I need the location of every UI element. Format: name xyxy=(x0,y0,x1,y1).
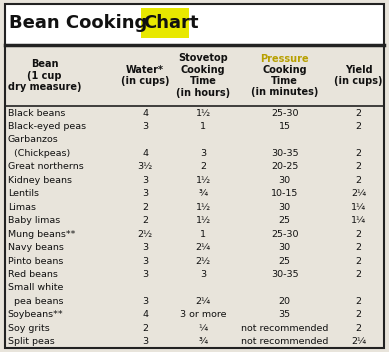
Text: Bean
(1 cup
dry measure): Bean (1 cup dry measure) xyxy=(8,59,81,92)
Text: Black beans: Black beans xyxy=(8,108,65,118)
Text: 2: 2 xyxy=(356,310,362,319)
Text: 3: 3 xyxy=(142,243,148,252)
Text: 1¼: 1¼ xyxy=(351,203,366,212)
Text: Limas: Limas xyxy=(8,203,36,212)
Text: 2: 2 xyxy=(356,230,362,239)
Bar xyxy=(5,4,384,45)
Text: not recommended: not recommended xyxy=(241,324,328,333)
Text: 2: 2 xyxy=(200,162,206,171)
Text: 2: 2 xyxy=(356,162,362,171)
Text: 2: 2 xyxy=(356,122,362,131)
Text: 4: 4 xyxy=(142,108,148,118)
Bar xyxy=(5,45,384,106)
Text: 3: 3 xyxy=(142,176,148,185)
Text: ¾: ¾ xyxy=(198,189,208,198)
Text: Kidney beans: Kidney beans xyxy=(8,176,72,185)
Text: Pinto beans: Pinto beans xyxy=(8,257,63,265)
Text: 30-35: 30-35 xyxy=(271,270,298,279)
Text: 3: 3 xyxy=(200,149,206,158)
Text: 25: 25 xyxy=(279,257,291,265)
Text: Yield
(in cups): Yield (in cups) xyxy=(335,65,383,86)
Text: 30: 30 xyxy=(279,203,291,212)
Text: 2: 2 xyxy=(356,324,362,333)
Text: 1½: 1½ xyxy=(196,216,210,225)
Text: 1: 1 xyxy=(200,230,206,239)
Text: 3: 3 xyxy=(142,122,148,131)
Text: 20-25: 20-25 xyxy=(271,162,298,171)
Text: 2¼: 2¼ xyxy=(351,189,366,198)
Text: Pressure: Pressure xyxy=(260,54,309,64)
Text: 35: 35 xyxy=(279,310,291,319)
Text: 20: 20 xyxy=(279,297,291,306)
Text: 30-35: 30-35 xyxy=(271,149,298,158)
Text: Mung beans**: Mung beans** xyxy=(8,230,75,239)
Text: 3½: 3½ xyxy=(138,162,153,171)
Text: 2: 2 xyxy=(356,270,362,279)
Text: Black-eyed peas: Black-eyed peas xyxy=(8,122,86,131)
Text: 1½: 1½ xyxy=(196,108,210,118)
Text: 2: 2 xyxy=(142,203,148,212)
Text: Stovetop
Cooking
Time
(in hours): Stovetop Cooking Time (in hours) xyxy=(176,53,230,98)
Text: 25: 25 xyxy=(279,216,291,225)
Text: 1½: 1½ xyxy=(196,203,210,212)
Text: Water*
(in cups): Water* (in cups) xyxy=(121,65,169,86)
Text: 3: 3 xyxy=(142,297,148,306)
Text: 25-30: 25-30 xyxy=(271,108,298,118)
Text: 15: 15 xyxy=(279,122,291,131)
Text: 3: 3 xyxy=(142,270,148,279)
Text: 2¼: 2¼ xyxy=(196,297,210,306)
Text: 2½: 2½ xyxy=(196,257,210,265)
Text: Baby limas: Baby limas xyxy=(8,216,60,225)
Text: Cooking: Cooking xyxy=(262,65,307,75)
Text: Chart: Chart xyxy=(143,14,198,32)
Text: Red beans: Red beans xyxy=(8,270,58,279)
Text: 30: 30 xyxy=(279,243,291,252)
Text: ¼: ¼ xyxy=(198,324,208,333)
Text: 4: 4 xyxy=(142,310,148,319)
Text: 2: 2 xyxy=(356,297,362,306)
Text: 30: 30 xyxy=(279,176,291,185)
Text: 2: 2 xyxy=(356,257,362,265)
Text: Great northerns: Great northerns xyxy=(8,162,84,171)
Text: 1: 1 xyxy=(200,122,206,131)
Text: 2½: 2½ xyxy=(138,230,153,239)
Text: Garbanzos: Garbanzos xyxy=(8,136,58,144)
Text: Split peas: Split peas xyxy=(8,337,54,346)
Text: 4: 4 xyxy=(142,149,148,158)
Text: pea beans: pea beans xyxy=(8,297,63,306)
Text: 3: 3 xyxy=(142,257,148,265)
Text: 2: 2 xyxy=(142,216,148,225)
Text: Small white: Small white xyxy=(8,283,63,293)
Text: not recommended: not recommended xyxy=(241,337,328,346)
Text: 25-30: 25-30 xyxy=(271,230,298,239)
Text: Time: Time xyxy=(271,76,298,86)
Text: Soybeans**: Soybeans** xyxy=(8,310,63,319)
Text: Navy beans: Navy beans xyxy=(8,243,64,252)
Text: ¾: ¾ xyxy=(198,337,208,346)
Text: (Chickpeas): (Chickpeas) xyxy=(8,149,70,158)
Text: 1¼: 1¼ xyxy=(351,216,366,225)
Text: 2: 2 xyxy=(356,176,362,185)
Text: Lentils: Lentils xyxy=(8,189,39,198)
Text: 10-15: 10-15 xyxy=(271,189,298,198)
Text: 1½: 1½ xyxy=(196,176,210,185)
Text: 3: 3 xyxy=(200,270,206,279)
Text: 2: 2 xyxy=(142,324,148,333)
Text: 3 or more: 3 or more xyxy=(180,310,226,319)
Text: 3: 3 xyxy=(142,337,148,346)
Text: Bean Cooking: Bean Cooking xyxy=(9,14,153,32)
Text: 2: 2 xyxy=(356,108,362,118)
Text: 2¼: 2¼ xyxy=(351,337,366,346)
Text: (in minutes): (in minutes) xyxy=(251,87,318,98)
Text: Soy grits: Soy grits xyxy=(8,324,49,333)
Text: 2: 2 xyxy=(356,243,362,252)
Bar xyxy=(141,8,189,38)
Text: 2: 2 xyxy=(356,149,362,158)
Text: 3: 3 xyxy=(142,189,148,198)
Text: 2¼: 2¼ xyxy=(196,243,210,252)
